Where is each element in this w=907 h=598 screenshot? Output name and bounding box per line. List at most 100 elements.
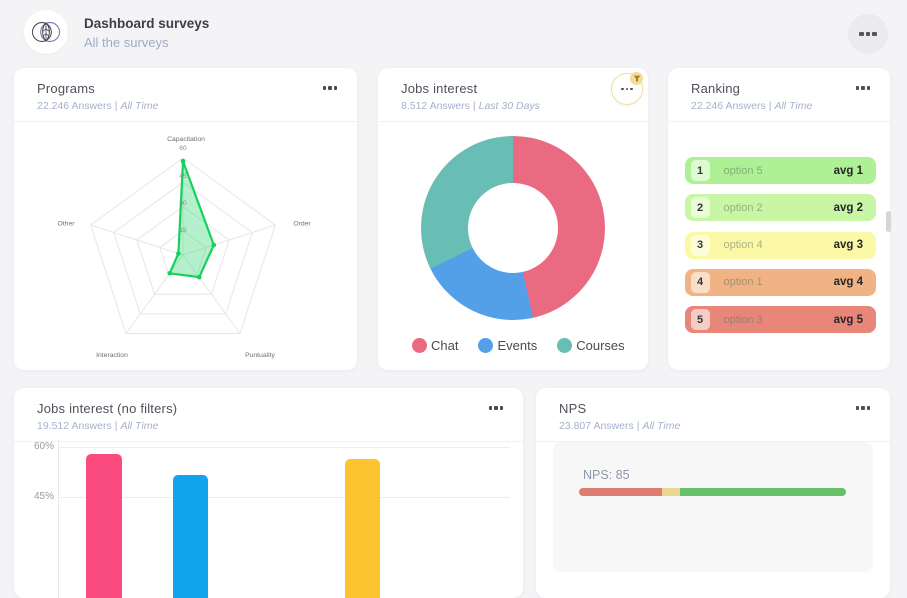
period-label: All Time [120, 420, 159, 432]
card-menu-filtered-button[interactable] [611, 72, 643, 105]
nps-panel: NPS: 85 [553, 442, 873, 572]
nps-score-label: NPS: 85 [583, 468, 630, 482]
card-menu-button[interactable] [322, 86, 337, 90]
rank-number: 3 [690, 234, 710, 256]
answers-count: 19.512 Answers [37, 420, 112, 432]
gridline-45 [59, 497, 510, 498]
radar-tick-label: 45 [179, 173, 187, 180]
ranking-row[interactable]: 3 option 4 avg 3 [685, 231, 876, 259]
ranking-scrollbar-thumb[interactable] [886, 211, 891, 232]
y-axis-tick: 60% [33, 441, 54, 452]
ranking-row[interactable]: 1 option 5 avg 1 [685, 157, 876, 184]
card-meta: 22.246 Answers | All Time [691, 100, 813, 112]
period-label: All Time [642, 420, 681, 432]
rank-avg-value: avg 5 [833, 313, 863, 326]
y-axis-line [58, 440, 59, 598]
ellipsis-icon [621, 87, 633, 91]
answers-count: 22.246 Answers [37, 100, 112, 112]
card-meta: 22.246 Answers | All Time [37, 100, 159, 112]
ellipsis-icon [859, 31, 877, 37]
header-menu-button[interactable] [848, 14, 888, 54]
radar-axis-label: Interaction [96, 352, 128, 359]
period-label: Last 30 Days [478, 100, 540, 112]
leaf-venn-logo-icon [31, 22, 61, 42]
radar-tick-label: 30 [179, 200, 187, 207]
card-ranking: Ranking 22.246 Answers | All Time 1 option… [668, 68, 890, 370]
radar-chart: Capacitation Order Puntuality Interactio… [58, 136, 312, 359]
card-meta: 8.512 Answers | Last 30 Days [401, 100, 540, 112]
radar-tick-label: 60 [179, 145, 187, 152]
rank-avg-value: avg 3 [833, 239, 863, 252]
legend-item-chat[interactable]: Chat [412, 338, 458, 353]
legend-dot [478, 338, 494, 353]
answers-count: 8.512 Answers [401, 100, 470, 112]
app-logo [24, 10, 68, 54]
legend-dot [412, 338, 427, 353]
card-menu-button[interactable] [855, 406, 870, 410]
ranking-row[interactable]: 2 option 2 avg 2 [685, 194, 876, 222]
rank-avg-value: avg 4 [833, 276, 863, 289]
card-title: Jobs interest (no filters) [37, 401, 178, 416]
ranking-row[interactable]: 5 option 3 avg 5 [685, 306, 876, 334]
radar-axis-label: Order [293, 221, 311, 228]
rank-number: 2 [690, 197, 710, 219]
bar-1 [86, 453, 122, 598]
ellipsis-icon [322, 86, 337, 90]
card-title: NPS [559, 401, 587, 416]
ranking-list: 1 option 5 avg 1 2 option 2 avg 2 3 opti… [685, 157, 876, 343]
card-programs-header: Programs 22.246 Answers | All Time [14, 68, 357, 122]
rank-option-label: option 2 [723, 201, 763, 214]
rank-number: 1 [690, 160, 710, 181]
nps-gauge-bar [579, 488, 846, 496]
donut-chart [421, 136, 605, 320]
period-label: All Time [120, 100, 159, 112]
period-label: All Time [774, 100, 813, 112]
rank-option-label: option 4 [723, 239, 763, 252]
card-title: Ranking [691, 81, 741, 96]
radar-axis-label: Capacitation [167, 136, 205, 143]
answers-count: 23.807 Answers [559, 420, 634, 432]
filter-active-badge [630, 72, 643, 85]
donut-hole [468, 183, 558, 273]
legend-item-courses[interactable]: Courses [557, 338, 625, 353]
page-title: Dashboard surveys [84, 16, 210, 31]
card-bars-header: Jobs interest (no filters) 19.512 Answer… [14, 388, 523, 442]
card-title: Jobs interest [401, 81, 478, 96]
ellipsis-icon [488, 406, 503, 410]
rank-avg-value: avg 1 [833, 164, 863, 177]
rank-number: 5 [690, 309, 710, 331]
radar-data-polygon [168, 160, 215, 279]
ranking-row[interactable]: 4 option 1 avg 4 [685, 268, 876, 296]
card-jobs-header: Jobs interest 8.512 Answers | Last 30 Days [378, 68, 648, 122]
card-ranking-header: Ranking 22.246 Answers | All Time [668, 68, 890, 122]
gridline-60 [59, 447, 510, 448]
ellipsis-icon [855, 86, 870, 90]
rank-option-label: option 1 [723, 276, 763, 289]
legend-item-events[interactable]: Events [478, 338, 537, 353]
legend-dot [557, 338, 573, 353]
radar-axis-label: Puntuality [245, 352, 275, 359]
card-programs: Programs 22.246 Answers | All Time Capacit… [14, 68, 357, 370]
radar-axis-label: Other [58, 221, 76, 228]
card-meta: 23.807 Answers | All Time [559, 420, 681, 432]
rank-option-label: option 3 [723, 313, 763, 326]
rank-option-label: option 5 [723, 164, 763, 177]
nps-segment-promoters [680, 488, 846, 496]
nps-segment-detractors [579, 488, 662, 496]
bar-3 [345, 458, 380, 598]
radar-vertex-dots [167, 158, 217, 280]
donut-legend: Chat Events Courses [412, 338, 625, 353]
filter-funnel-icon [633, 75, 640, 82]
card-menu-button[interactable] [855, 86, 870, 90]
card-title: Programs [37, 81, 95, 96]
rank-number: 4 [690, 271, 710, 293]
card-nps-header: NPS 23.807 Answers | All Time [536, 388, 890, 442]
page-subtitle: All the surveys [84, 35, 169, 50]
card-menu-button[interactable] [488, 406, 503, 410]
card-nps: NPS 23.807 Answers | All Time NPS: 85 [536, 388, 890, 598]
rank-avg-value: avg 2 [833, 201, 863, 214]
answers-count: 22.246 Answers [691, 100, 766, 112]
radar-tick-label: 15 [179, 227, 187, 234]
card-jobs-interest: Jobs interest 8.512 Answers | Last 30 Days… [378, 68, 648, 370]
ellipsis-icon [855, 406, 870, 410]
